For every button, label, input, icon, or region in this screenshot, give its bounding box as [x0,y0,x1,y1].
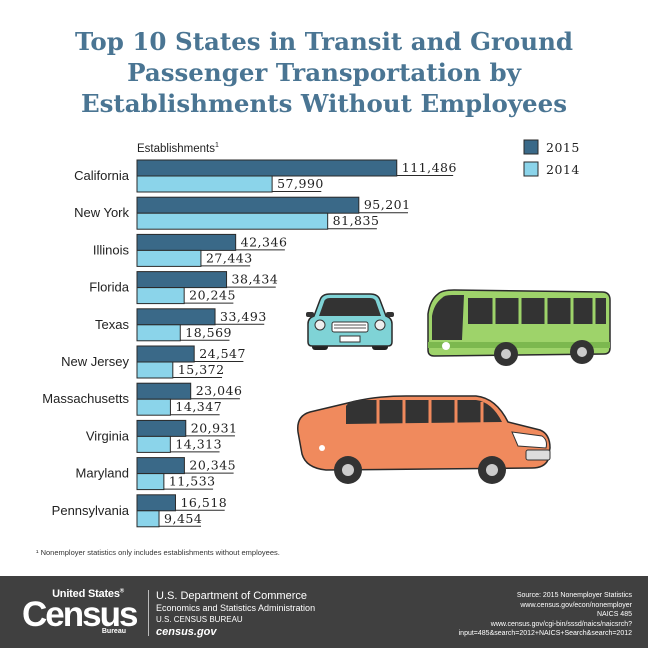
logo-registered: ® [119,588,124,595]
footer-divider [148,590,149,636]
bar-2015 [136,345,195,363]
source-line-4[interactable]: www.census.gov/cgi-bin/sssd/naics/naicsr… [490,620,632,628]
value-label: 111,486 [402,160,457,175]
category-label: New Jersey [61,354,129,369]
bar-2014 [136,324,181,342]
value-label: 42,346 [241,234,288,249]
bar-2014 [136,398,171,416]
legend-swatch-2015 [523,139,539,155]
value-label: 20,345 [189,458,236,473]
value-label: 24,547 [199,346,246,361]
category-label: Massachusetts [42,391,129,406]
source-line-3: NAICS 485 [596,611,632,618]
orange-limousine-icon [297,395,551,484]
census-bureau-logo: United States® Census Bureau [22,588,140,635]
legend: 2015 2014 [523,139,580,177]
bar-2015 [136,233,237,251]
title-line-2: Passenger Transportation by [127,58,521,87]
bar-2015 [136,382,192,400]
value-label: 14,313 [175,436,222,451]
source-line-2[interactable]: www.census.gov/econ/nonemployer [520,601,632,609]
axis-label: Establishments1 [137,142,219,155]
category-label: Illinois [93,242,130,257]
bar-chart: Establishments1 California 111,486 57,990 Ne… [42,139,611,528]
value-label: 15,372 [178,362,225,377]
census-gov-link[interactable]: census.gov [156,626,217,638]
legend-label-2015: 2015 [546,140,580,155]
logo-united-states: United States [52,588,120,600]
category-label: Pennsylvania [52,503,130,518]
value-label: 14,347 [175,399,222,414]
category-label: California [74,168,130,183]
value-label: 20,931 [191,420,238,435]
source-line-5[interactable]: input=485&search=2012+NAICS+Search&searc… [458,630,632,637]
title-line-1: Top 10 States in Transit and Ground [74,27,574,56]
legend-swatch-2014 [523,161,539,177]
bar-2015 [136,271,228,289]
bars-group [136,159,454,528]
bar-2015 [136,419,187,437]
category-label: Maryland [76,466,129,481]
footnote: ¹ Nonemployer statistics only includes e… [36,548,280,557]
bar-2015 [136,196,360,214]
value-label: 81,835 [333,213,380,228]
source-line-1: Source: 2015 Nonemployer Statistics [516,592,632,599]
value-label: 20,245 [189,288,236,303]
value-label: 23,046 [196,383,243,398]
dept-census-bureau: U.S. CENSUS BUREAU [156,615,243,624]
logo-census: Census [22,595,138,634]
department-block: U.S. Department of Commerce Economics an… [156,590,315,638]
teal-car-icon [306,293,394,350]
bar-2015 [136,457,185,475]
category-label: Virginia [86,428,130,443]
dept-commerce: U.S. Department of Commerce [156,590,307,602]
green-bus-icon [427,289,611,366]
footer: United States® Census Bureau U.S. Depart… [0,576,648,648]
value-label: 38,434 [232,272,279,287]
value-label: 33,493 [220,309,267,324]
bar-2014 [136,287,185,305]
chart-title: Top 10 States in Transit and Ground Pass… [0,26,648,119]
bar-2015 [136,494,176,512]
bar-2014 [136,510,160,528]
bar-2015 [136,159,398,177]
bar-2014 [136,435,171,453]
logo-bureau: Bureau [101,628,126,635]
axis-label-superscript: 1 [215,142,219,149]
source-block: Source: 2015 Nonemployer Statistics www.… [459,591,632,639]
category-label: Texas [95,317,129,332]
labels-group: Establishments1 California 111,486 57,990 Ne… [42,142,457,526]
bar-2014 [136,175,273,193]
legend-label-2014: 2014 [546,162,580,177]
dept-esa: Economics and Statistics Administration [156,603,316,613]
value-label: 16,518 [180,495,227,510]
value-label: 9,454 [164,511,202,526]
value-label: 57,990 [277,176,324,191]
bar-2014 [136,361,174,379]
value-label: 18,569 [185,325,232,340]
bar-2014 [136,249,202,267]
bar-2014 [136,212,329,230]
category-label: New York [74,205,129,220]
value-label: 95,201 [364,197,411,212]
bar-2015 [136,308,216,326]
category-label: Florida [89,280,130,295]
bar-2014 [136,473,165,491]
value-label: 27,443 [206,250,253,265]
value-label: 11,533 [169,474,216,489]
title-line-3: Establishments Without Employees [80,89,568,118]
